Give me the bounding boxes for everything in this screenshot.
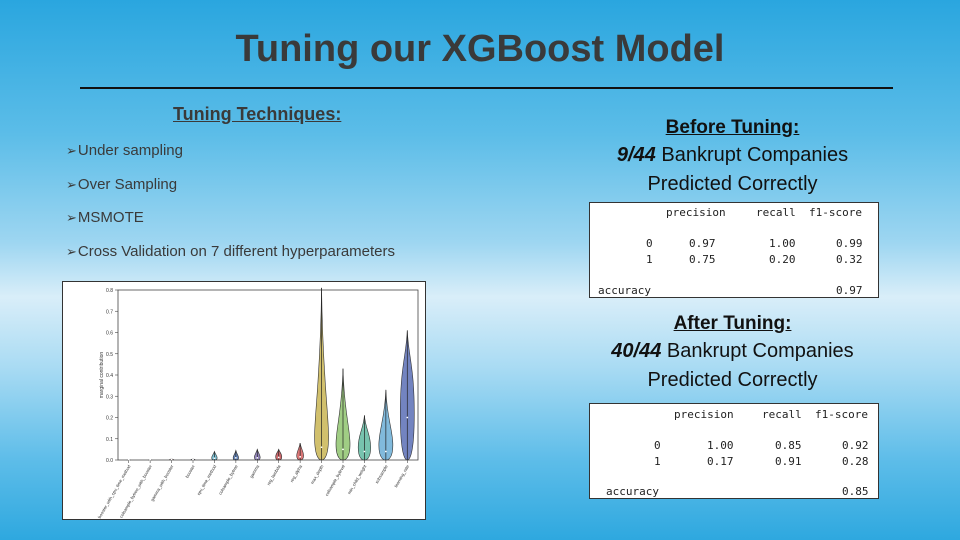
report-cell: 1.00 [769,237,796,250]
report-accuracy-value: 0.97 [836,284,863,297]
violin-median-dot [277,456,280,459]
report-cell: 0.75 [689,253,716,266]
y-tick-label: 0.2 [106,416,113,422]
arrow-bullet-icon: ➢ [66,143,77,158]
x-tick-label: reg_alpha [289,463,303,483]
before-heading: Before Tuning: [665,117,800,138]
after-line1: Bankrupt Companies [661,340,854,362]
violin-median-dot [213,457,216,460]
technique-item: ➢MSMOTE [66,209,144,226]
x-tick-label: cpu_time_method [196,463,218,496]
before-tuning-header: Before Tuning: 9/44 Bankrupt Companies P… [560,117,905,199]
x-tick-label: colsample_bytree [218,463,239,495]
violin-median-dot [384,450,387,453]
report-cell: 0.28 [842,455,869,468]
before-fraction: 9/44 [616,144,656,166]
violin-median-dot [256,456,259,459]
violin-median-dot [320,446,323,449]
after-fraction: 40/44 [611,340,662,362]
before-line2: Predicted Correctly [647,173,818,195]
report-row-label: 0 [646,237,653,250]
report-cell: 0.17 [707,455,734,468]
report-cell: 0.91 [775,455,802,468]
x-tick-label: gamma_with_booster [150,464,175,503]
violin-median-dot [299,455,302,458]
report-cell: 1.00 [707,439,734,452]
after-heading: After Tuning: [673,313,792,334]
report-row-label: 0 [654,439,661,452]
report-header: recall [762,408,802,421]
report-cell: 0.20 [769,253,796,266]
x-tick-label: subsample [374,463,389,484]
y-tick-label: 0.0 [106,458,113,464]
report-header: recall [756,206,796,219]
slide-title: Tuning our XGBoost Model [235,28,725,70]
report-accuracy-value: 0.85 [842,485,869,498]
y-tick-label: 0.1 [106,437,113,443]
y-tick-label: 0.5 [106,352,113,358]
report-header: f1-score [815,408,868,421]
report-row-label: 1 [654,455,661,468]
x-tick-label: reg_lambda [266,463,282,486]
report-cell: 0.85 [775,439,802,452]
violin-median-dot [234,456,237,459]
techniques-list: ➢Under sampling ➢Over Sampling ➢MSMOTE ➢… [66,142,395,276]
technique-item: ➢Cross Validation on 7 different hyperpa… [66,242,396,260]
x-tick-label: min_child_weight [346,463,367,495]
techniques-heading: Tuning Techniques: [173,104,342,124]
violin-median-dot [170,458,173,461]
arrow-bullet-icon: ➢ [66,243,77,259]
title-divider [80,87,893,89]
x-tick-label: booster [184,464,196,479]
report-row-label: 1 [646,253,653,266]
y-tick-label: 0.3 [106,394,113,400]
report-header: precision [666,206,726,219]
violin-median-dot [192,458,194,461]
x-tick-label: learning_rate [393,463,410,488]
report-cell: 0.99 [836,237,863,250]
report-header: f1-score [809,206,862,219]
arrow-bullet-icon: ➢ [66,210,77,225]
after-line2: Predicted Correctly [647,369,818,391]
before-line1: Bankrupt Companies [655,144,849,166]
violin-median-dot [342,448,344,451]
technique-item: ➢Under sampling [66,142,183,159]
after-tuning-header: After Tuning: 40/44 Bankrupt Companies P… [560,313,905,395]
plot-frame [117,289,419,461]
report-accuracy-label: accuracy [598,284,651,297]
violin-plot-svg: 0.0 0.1 0.2 0.3 0.4 0.5 0.6 0.7 0.8 marginal cont… [97,287,419,519]
violin-median-dot [363,450,366,453]
y-tick-label: 0.4 [106,373,113,379]
y-tick-label: 0.6 [106,331,113,337]
report-cell: 0.92 [842,439,869,452]
y-axis-label: marginal contribution [99,352,105,399]
report-header: precision [674,408,734,421]
violin-median-dot [406,416,409,419]
report-cell: 0.32 [836,253,863,266]
y-tick-label: 0.8 [106,288,113,294]
after-classification-report: precision recall f1-score 0 1.00 0.85 0.… [589,403,879,499]
report-accuracy-label: accuracy [606,485,659,498]
x-tick-label: gamma [249,463,261,478]
violin-chart: 0.0 0.1 0.2 0.3 0.4 0.5 0.6 0.7 0.8 marginal cont… [62,281,426,520]
before-classification-report: precision recall f1-score 0 0.97 1.00 0.… [589,202,879,298]
technique-item: ➢Over Sampling [66,175,178,193]
x-tick-label: max_depth [309,463,324,484]
report-cell: 0.97 [689,237,716,250]
arrow-bullet-icon: ➢ [66,176,77,192]
x-tick-label: colsample_bylevel [324,464,346,497]
y-tick-label: 0.7 [106,309,113,315]
